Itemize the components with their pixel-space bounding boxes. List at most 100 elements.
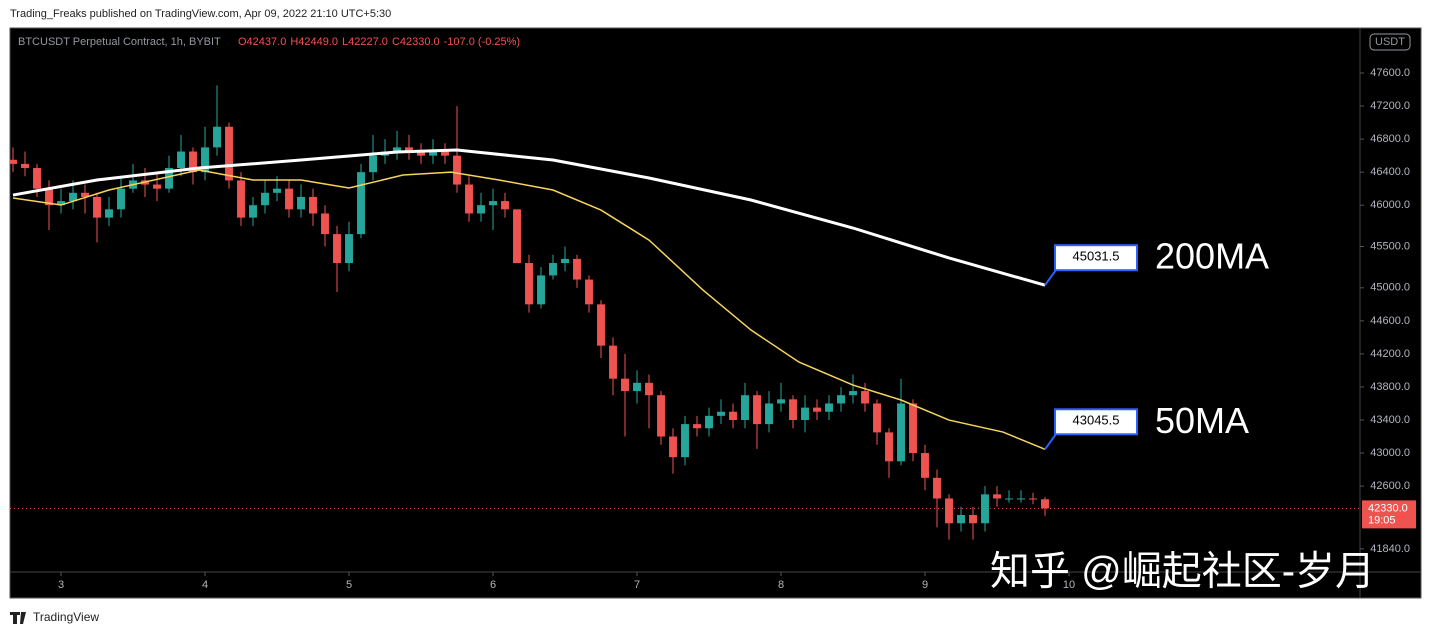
ohlc-label: -107.0 (-0.25%): [444, 36, 520, 48]
y-tick-label: 43800.0: [1370, 381, 1410, 393]
candle-body: [609, 345, 617, 379]
candle-body: [285, 188, 293, 210]
candle-body: [933, 477, 941, 499]
series-name: 200MA: [1155, 236, 1269, 277]
candle-body: [237, 180, 245, 218]
candle-body: [357, 172, 365, 235]
currency: USDT: [1375, 36, 1405, 48]
candle-body: [1029, 498, 1037, 500]
candle-body: [573, 258, 581, 280]
candle-body: [729, 411, 737, 420]
x-tick-label: 7: [634, 579, 640, 591]
y-tick-label: 46000.0: [1370, 199, 1410, 211]
candle-body: [957, 514, 965, 524]
candle-body: [405, 147, 413, 152]
candle-body: [309, 196, 317, 214]
candle-body: [945, 498, 953, 524]
candle-body: [765, 403, 773, 425]
candle-body: [861, 391, 869, 404]
currency-badge: [1369, 33, 1411, 51]
tv-logo: [10, 612, 26, 624]
candle-body: [393, 147, 401, 152]
ma-line: [12, 169, 1046, 450]
x-tick-label: 3: [58, 579, 64, 591]
candle-body: [981, 494, 989, 524]
candle-body: [849, 391, 857, 396]
candle-body: [717, 411, 725, 416]
x-tick-label: 6: [490, 579, 496, 591]
annotation-value: 45031.5: [1073, 249, 1120, 264]
candle-body: [537, 275, 545, 305]
x-tick-label: 5: [346, 579, 352, 591]
y-tick-label: 44200.0: [1370, 348, 1410, 360]
publisher: Trading_Freaks published on TradingView.…: [10, 8, 391, 20]
candle-body: [597, 304, 605, 346]
candle-body: [921, 453, 929, 478]
candle-body: [333, 234, 341, 264]
ohlc-label: H42449.0: [290, 36, 338, 48]
candle-body: [801, 407, 809, 420]
candle-body: [417, 151, 425, 156]
candle-body: [1041, 499, 1049, 509]
candle-body: [273, 188, 281, 193]
candle-body: [93, 196, 101, 218]
last-price-label: 42330.0: [1368, 502, 1408, 514]
x-tick-label: 9: [922, 579, 928, 591]
candle-body: [249, 205, 257, 218]
candle-body: [117, 188, 125, 210]
candle-body: [21, 163, 29, 169]
candle-body: [369, 155, 377, 173]
candle-body: [261, 192, 269, 206]
candle-body: [693, 424, 701, 429]
candle-body: [105, 209, 113, 218]
candle-body: [561, 258, 569, 264]
annotation-value: 43045.5: [1073, 413, 1120, 428]
candle-body: [441, 151, 449, 156]
last-price-box: [1362, 500, 1416, 529]
candle-body: [621, 378, 629, 392]
candle-body: [513, 209, 521, 264]
candle-body: [825, 403, 833, 412]
candle-body: [189, 151, 197, 173]
x-tick-label: 8: [778, 579, 784, 591]
candle-body: [753, 395, 761, 425]
y-tick-label: 46400.0: [1370, 166, 1410, 178]
candle-body: [477, 205, 485, 214]
candle-body: [969, 514, 977, 524]
candle-body: [1017, 498, 1025, 500]
candle-body: [1005, 498, 1013, 500]
annotation-box: [1054, 244, 1138, 272]
candle-body: [657, 395, 665, 437]
candle-body: [165, 168, 173, 189]
candle-body: [669, 436, 677, 458]
candle-body: [549, 263, 557, 276]
candle-body: [837, 395, 845, 404]
candle-body: [465, 184, 473, 214]
ma-line: [12, 148, 1046, 287]
candle-body: [633, 382, 641, 392]
series-name: 50MA: [1155, 400, 1249, 441]
x-tick-label: 4: [202, 579, 208, 591]
candle-body: [885, 432, 893, 462]
x-tick-label: 10: [1063, 579, 1075, 591]
candle-body: [585, 279, 593, 305]
candle-body: [501, 201, 509, 210]
candle-body: [81, 192, 89, 197]
candle-body: [909, 403, 917, 454]
candle-body: [897, 403, 905, 462]
ohlc-label: L42227.0: [342, 36, 388, 48]
y-tick-label: 47600.0: [1370, 67, 1410, 79]
candle-body: [813, 407, 821, 412]
y-tick-label: 46800.0: [1370, 133, 1410, 145]
y-tick-label: 41840.0: [1370, 543, 1410, 555]
ohlc-label: O42437.0: [238, 36, 286, 48]
footer-brand: TradingView: [33, 610, 99, 624]
y-tick-label: 42600.0: [1370, 480, 1410, 492]
candle-body: [225, 126, 233, 181]
candle-body: [489, 201, 497, 206]
watermark: 知乎 @崛起社区-岁月: [990, 550, 1375, 594]
candle-body: [45, 188, 53, 206]
candle-body: [741, 395, 749, 420]
